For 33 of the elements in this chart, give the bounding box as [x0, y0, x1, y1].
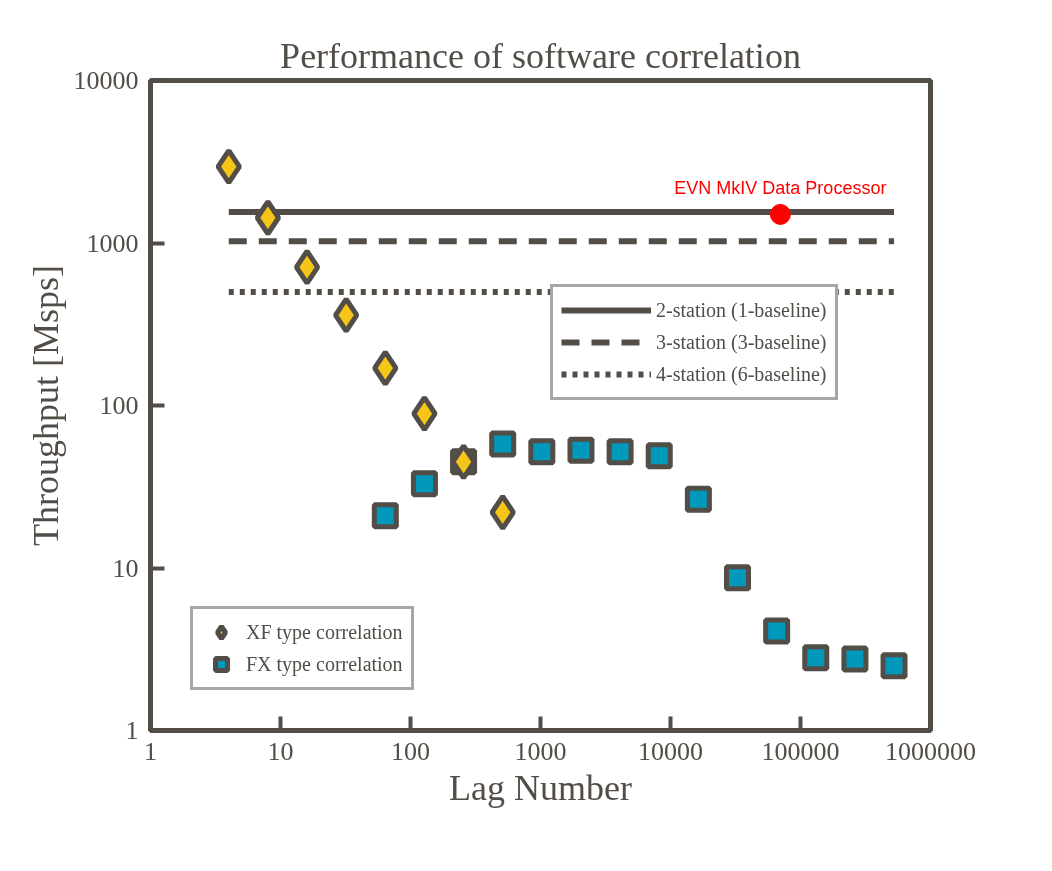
- point: [724, 564, 752, 592]
- legend-label: 4-station (6-baseline): [656, 362, 827, 386]
- point: [763, 617, 791, 645]
- y-tick-label: 100: [99, 391, 139, 420]
- y-tick-label: 10: [112, 553, 139, 583]
- legend-label: FX type correlation: [246, 652, 403, 676]
- point: [841, 645, 869, 673]
- x-tick-label: 100: [391, 736, 430, 766]
- point: [528, 438, 556, 466]
- point: [567, 436, 595, 464]
- x-tick-label: 1000: [514, 736, 567, 766]
- point: [880, 652, 908, 680]
- legend-label: XF type correlation: [246, 620, 403, 644]
- legend-label: 3-station (3-baseline): [656, 330, 827, 354]
- point: [489, 430, 517, 458]
- point: [606, 438, 634, 466]
- chart-title: Performance of software correlation: [280, 35, 801, 76]
- point: [410, 470, 438, 498]
- x-tick-label: 1000000: [885, 736, 976, 766]
- x-tick-label: 10000: [638, 736, 703, 766]
- y-tick-label: 1000: [86, 228, 139, 258]
- point: [684, 485, 712, 513]
- point: [802, 644, 830, 672]
- y-tick-label: 10000: [73, 66, 139, 95]
- x-tick-label: 100000: [761, 736, 840, 766]
- x-axis-title: Lag Number: [449, 767, 632, 808]
- legend-label: 2-station (1-baseline): [656, 298, 827, 322]
- y-axis-title: Throughput [Msps]: [25, 264, 66, 546]
- x-tick-label: 10: [267, 736, 294, 766]
- point: [371, 502, 399, 530]
- annotation: EVN MkIV Data Processor: [674, 178, 887, 199]
- y-tick-label: 1: [125, 716, 139, 745]
- point: [645, 442, 673, 470]
